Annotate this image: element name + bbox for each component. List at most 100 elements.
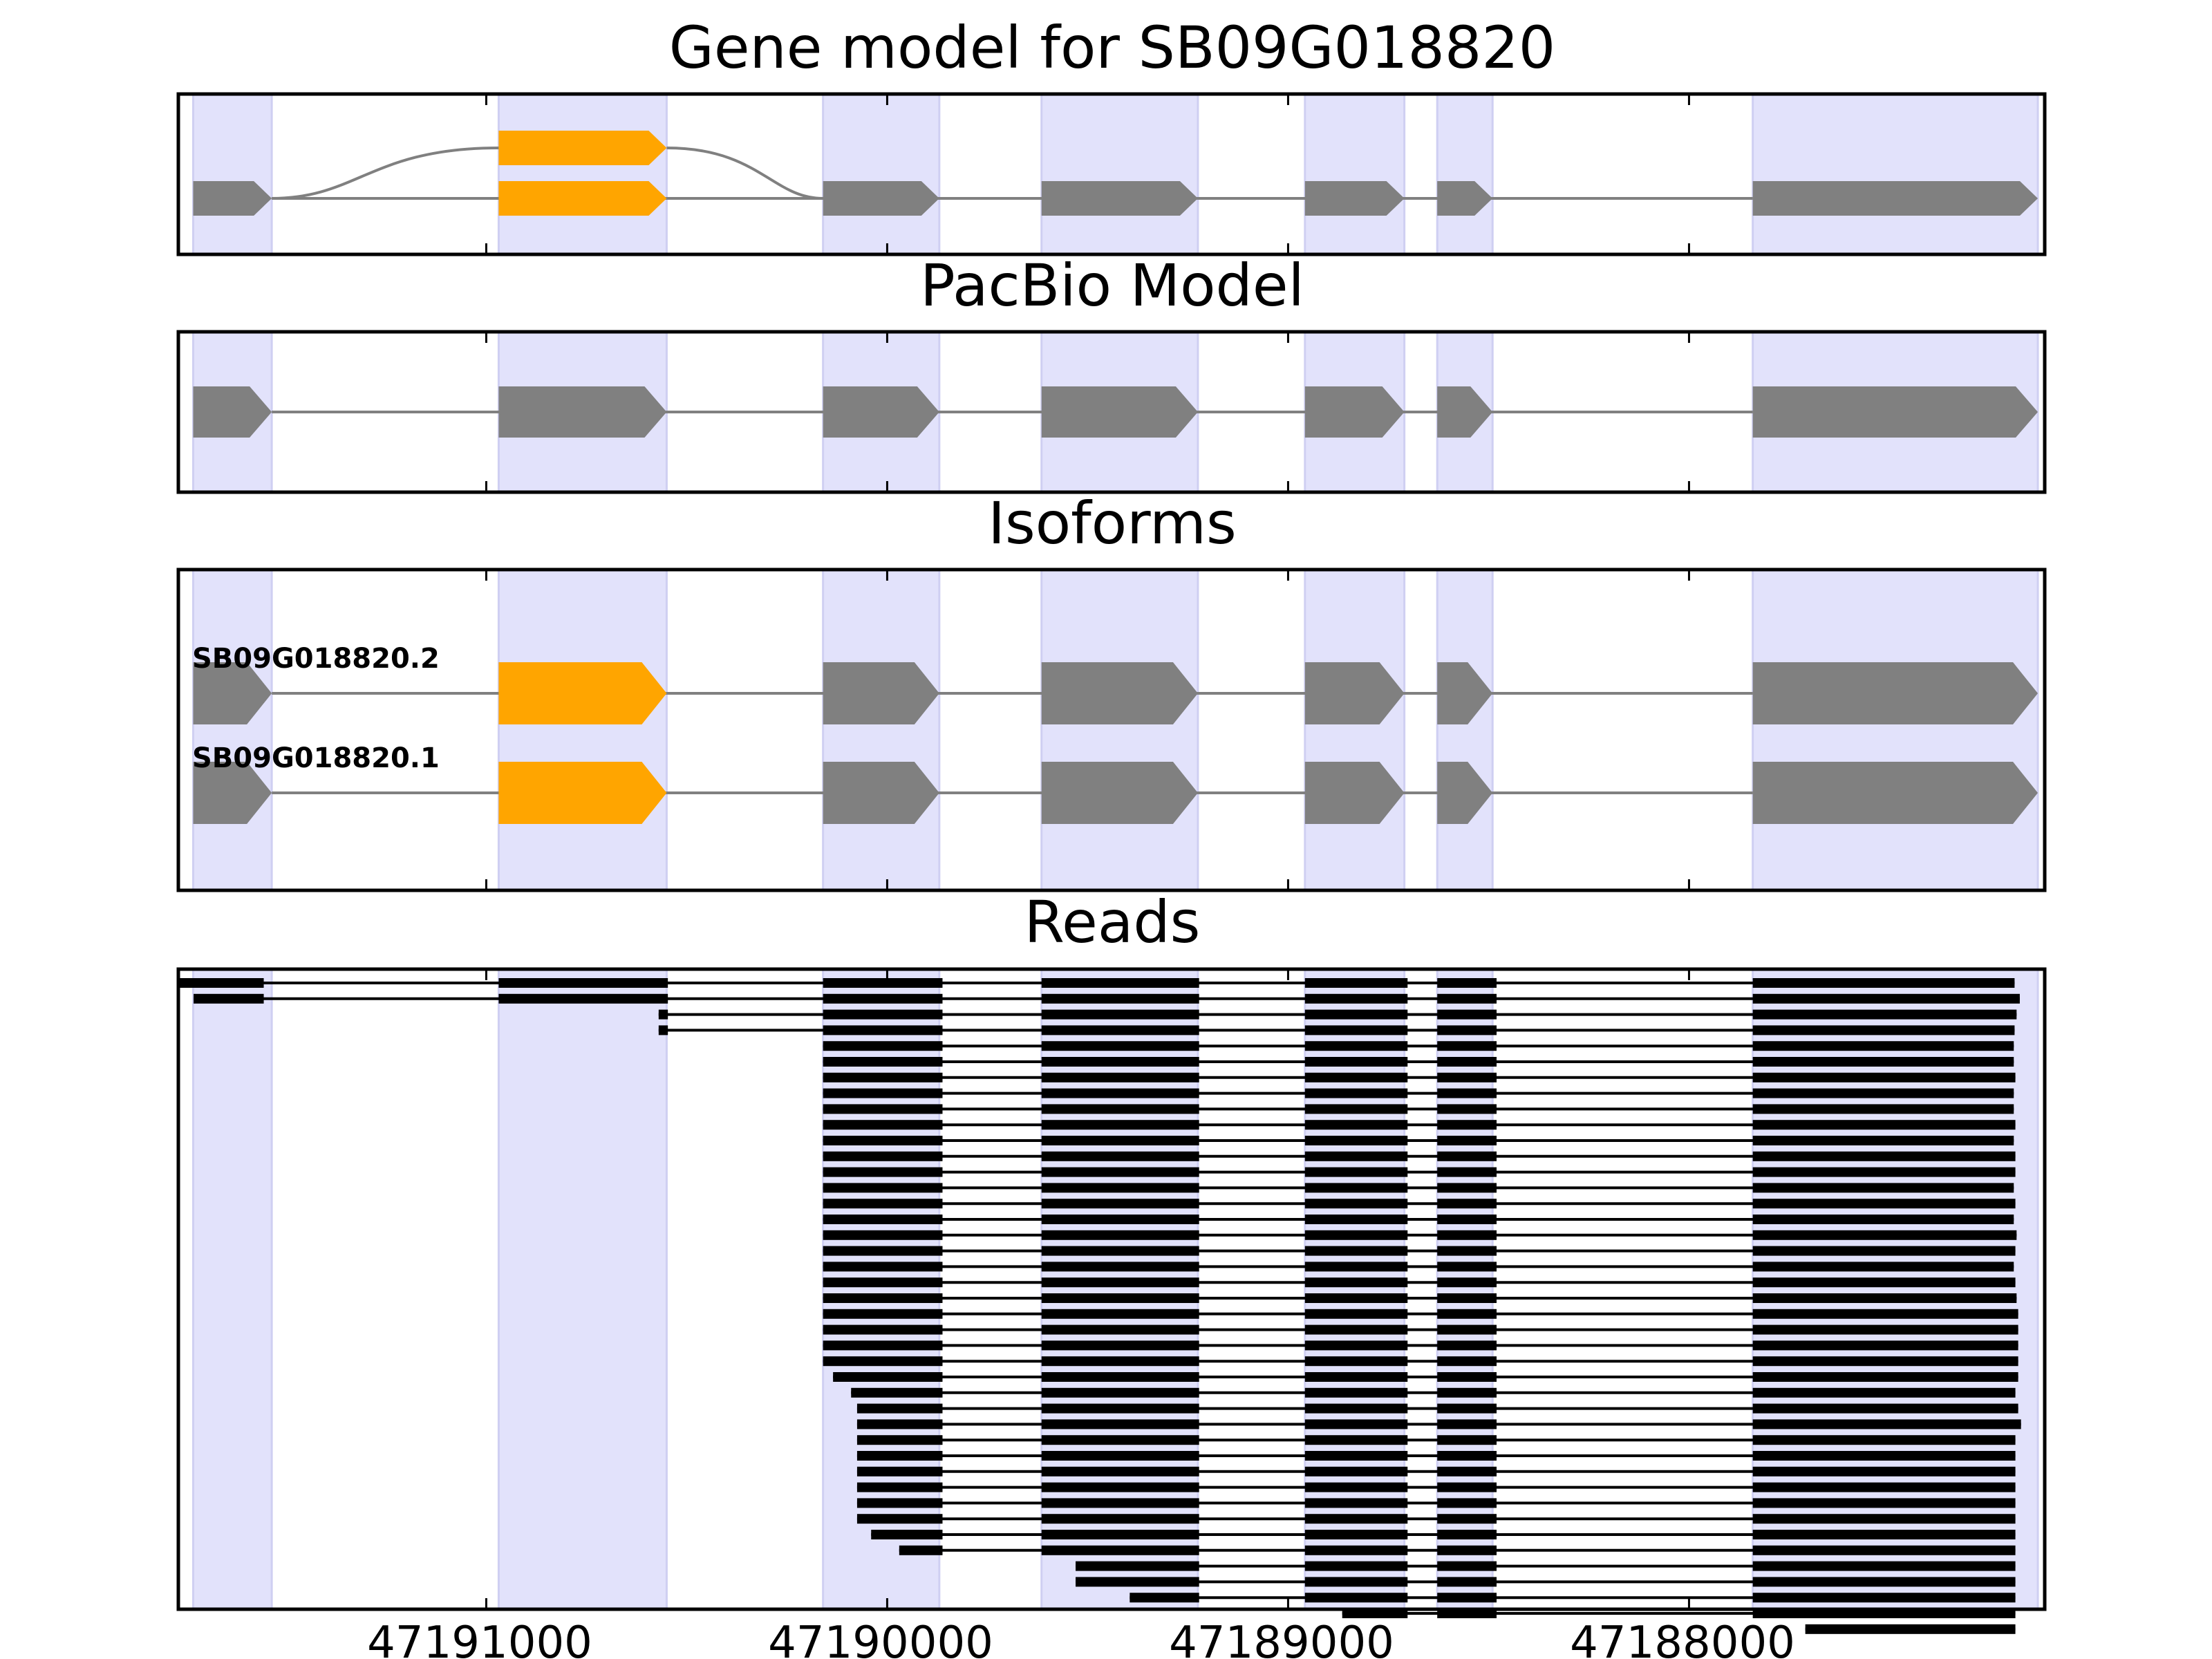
read-block <box>1437 1293 1497 1303</box>
read-block <box>1437 1151 1497 1161</box>
read-block <box>1752 1561 2016 1571</box>
read-block <box>1041 1167 1199 1177</box>
read-block <box>1041 1057 1199 1067</box>
panel-frame <box>176 967 2047 1611</box>
read-block <box>1437 1356 1497 1367</box>
read-block <box>1437 1072 1497 1082</box>
read-block <box>1752 1072 2016 1082</box>
read-block <box>1041 1151 1199 1161</box>
read-block <box>856 1514 943 1524</box>
splice-curve <box>272 147 499 200</box>
exon-shade <box>1752 93 2039 256</box>
read <box>823 1277 2016 1288</box>
read-block <box>1752 1356 2018 1367</box>
exon-shade <box>1304 93 1406 256</box>
read-block <box>1752 1120 2016 1130</box>
read <box>823 1072 2016 1082</box>
read-block <box>1041 1403 1199 1414</box>
read-block <box>823 1025 943 1035</box>
read-block <box>1041 1387 1199 1398</box>
read-block <box>1752 1167 2016 1177</box>
exon <box>1304 181 1405 216</box>
isoforms-title: Isoforms <box>988 489 1237 557</box>
read-block <box>1304 1151 1408 1161</box>
read-block <box>1304 1136 1408 1145</box>
read-block <box>498 993 668 1004</box>
read <box>823 1151 2016 1161</box>
read-block <box>823 1199 943 1209</box>
read <box>1130 1593 2016 1603</box>
read-block <box>1076 1577 1199 1587</box>
panel-frame <box>176 92 2047 256</box>
exon <box>823 181 939 216</box>
read-block <box>1437 1309 1497 1319</box>
read-block <box>1437 1041 1497 1051</box>
read-block <box>1752 1451 2016 1461</box>
read-block <box>1304 1230 1408 1240</box>
exon <box>1437 181 1493 216</box>
read <box>851 1387 2016 1398</box>
read-block <box>1752 1435 2016 1445</box>
read-block <box>1752 1151 2016 1161</box>
read-block <box>1304 1530 1408 1539</box>
exon <box>498 386 667 438</box>
read-block <box>1304 1372 1408 1382</box>
read-block <box>1041 1104 1199 1114</box>
read-block <box>823 993 943 1004</box>
read-block <box>1437 1324 1497 1335</box>
read <box>177 978 2015 988</box>
read-block <box>1805 1624 2016 1634</box>
read-block <box>1041 1025 1199 1035</box>
read-block <box>1752 1545 2016 1555</box>
read-block <box>1437 1530 1497 1539</box>
read-block <box>1752 1277 2016 1288</box>
read-block <box>1437 1482 1497 1492</box>
read-block <box>1304 1167 1408 1177</box>
read-block <box>1437 978 1497 988</box>
isoforms-panel <box>176 568 2047 892</box>
read-block <box>823 1151 943 1161</box>
exon-shade <box>497 968 668 1611</box>
read-block <box>1041 1072 1199 1082</box>
read-block <box>1041 1466 1199 1477</box>
read-block <box>1304 1451 1408 1461</box>
read-block <box>856 1419 943 1430</box>
exon <box>1304 662 1405 724</box>
read-block <box>1437 1387 1497 1398</box>
read-block <box>1752 1309 2018 1319</box>
read-block <box>1752 1293 2017 1303</box>
read-block <box>1437 1514 1497 1524</box>
read-block <box>1304 1435 1408 1445</box>
read-block <box>1041 1498 1199 1508</box>
read-block <box>1752 1403 2018 1414</box>
splice-curve <box>666 147 823 200</box>
read-block <box>1437 1183 1497 1193</box>
read <box>1805 1624 2016 1634</box>
read <box>856 1498 2016 1508</box>
read-block <box>1304 1514 1408 1524</box>
read-block <box>1041 978 1199 988</box>
read-block <box>1304 1104 1408 1114</box>
read-block <box>823 1262 943 1272</box>
read-block <box>1437 1466 1497 1477</box>
read-block <box>1304 1356 1408 1367</box>
read <box>856 1435 2016 1445</box>
read-block <box>823 1356 943 1367</box>
read-block <box>1304 1498 1408 1508</box>
exon <box>1752 662 2038 724</box>
read <box>823 1167 2016 1177</box>
read-block <box>194 993 264 1004</box>
exon <box>1752 181 2038 216</box>
read-block <box>1041 1277 1199 1288</box>
read-block <box>823 1215 943 1224</box>
read <box>823 1183 2014 1193</box>
read-block <box>1304 1545 1408 1555</box>
read-block <box>1752 1372 2018 1382</box>
read-block <box>1041 1435 1199 1445</box>
read-block <box>1304 1419 1408 1430</box>
read-block <box>1304 1262 1408 1272</box>
exon-shade <box>191 968 273 1611</box>
read-block <box>1752 1199 2016 1209</box>
exon-shade <box>497 93 668 256</box>
read-block <box>1041 1199 1199 1209</box>
